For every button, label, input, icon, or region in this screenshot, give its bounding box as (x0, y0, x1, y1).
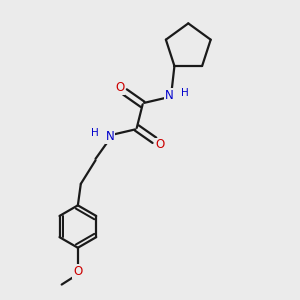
Text: H: H (181, 88, 188, 98)
Text: N: N (106, 130, 115, 143)
Text: O: O (115, 81, 124, 94)
Text: H: H (91, 128, 99, 138)
Text: O: O (73, 265, 83, 278)
Text: N: N (165, 89, 173, 102)
Text: O: O (155, 139, 164, 152)
